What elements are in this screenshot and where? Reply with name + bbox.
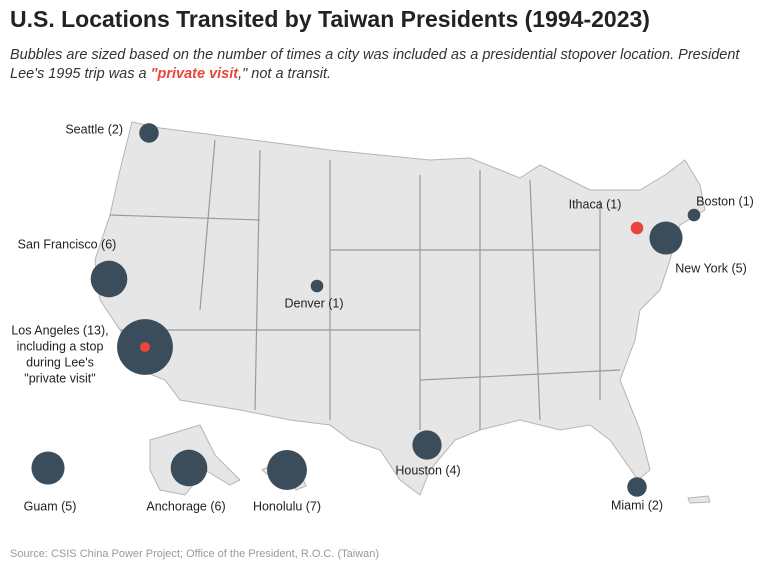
city-bubble <box>412 430 442 460</box>
city-label: Los Angeles (13), <box>11 323 108 337</box>
city-bubble <box>687 208 701 222</box>
state-borders <box>109 139 621 430</box>
city-bubble <box>170 449 208 487</box>
border <box>109 139 621 430</box>
city-bubble <box>630 221 644 235</box>
city-label: San Francisco (6) <box>18 237 117 251</box>
city-bubble <box>31 451 65 485</box>
city-bubble <box>267 450 307 490</box>
city-label: during Lee's <box>26 355 94 369</box>
lee-visit-dot <box>140 342 150 352</box>
source: Source: CSIS China Power Project; Office… <box>10 548 380 560</box>
subtitle-text: ," not a transit. <box>238 66 332 82</box>
city-label: Denver (1) <box>284 296 343 310</box>
city-bubble <box>90 260 128 298</box>
title: U.S. Locations Transited by Taiwan Presi… <box>10 6 650 32</box>
basemap <box>94 121 711 504</box>
city-label: Miami (2) <box>611 498 663 512</box>
city-label: including a stop <box>17 339 104 353</box>
city-bubble <box>627 477 647 497</box>
city-label: "private visit" <box>24 371 95 385</box>
city-label: Honolulu (7) <box>253 499 321 513</box>
city-label: New York (5) <box>675 261 747 275</box>
subtitle-highlight: "private visit <box>150 66 239 82</box>
city-label: Houston (4) <box>395 463 460 477</box>
city-label: Seattle (2) <box>65 122 123 136</box>
city-bubble <box>139 123 159 143</box>
city-label: Ithaca (1) <box>569 197 622 211</box>
city-label: Anchorage (6) <box>146 499 225 513</box>
city-label: Boston (1) <box>696 194 754 208</box>
puerto-rico <box>687 495 711 504</box>
city-bubble <box>310 279 324 293</box>
subtitle: Bubbles are sized based on the number of… <box>10 46 760 84</box>
map: Seattle (2) San Francisco (6) Los Angeles … <box>11 121 754 513</box>
city-label: Guam (5) <box>24 499 77 513</box>
city-bubble <box>649 221 683 255</box>
subtitle-text: Bubbles are sized based on the number of… <box>10 47 740 82</box>
